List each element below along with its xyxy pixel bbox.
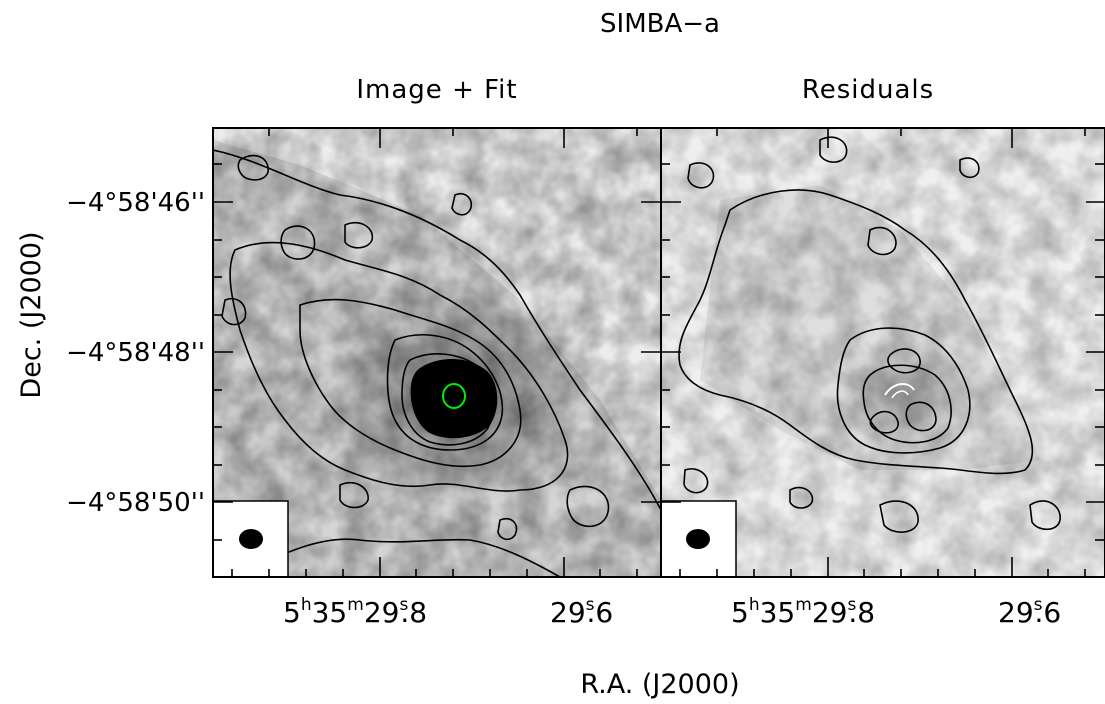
- contour-isolated-1: [687, 162, 715, 189]
- beam-inset: [212, 500, 289, 578]
- contour-isolated-8: [683, 468, 709, 494]
- contour-lines: [213, 149, 661, 577]
- contour-isolated-1: [237, 154, 269, 181]
- contour-isolated-6: [789, 486, 814, 509]
- x-axis-label: R.A. (J2000): [580, 669, 739, 700]
- contour-2: [229, 241, 569, 492]
- contour-3: [299, 298, 522, 468]
- contour-isolated-4: [1029, 500, 1061, 531]
- y-ticks: [661, 163, 1104, 541]
- panel-residuals: [660, 127, 1105, 578]
- y-ticks: [213, 163, 661, 541]
- panel-title-residuals: Residuals: [802, 75, 934, 105]
- panel-image-fit: [212, 127, 662, 578]
- contour-isolated-5: [566, 485, 610, 528]
- y-axis-label: Dec. (J2000): [16, 231, 47, 398]
- y-tick-label-50: −4°58'50'': [66, 488, 205, 518]
- contour-isolated-3: [867, 226, 897, 256]
- contour-isolated-2: [819, 136, 848, 163]
- contour-peak-b: [869, 410, 899, 434]
- contour-isolated-6: [451, 192, 473, 216]
- x-ticks: [231, 128, 638, 577]
- source-core: [410, 359, 498, 439]
- contour-isolated-7: [959, 157, 980, 179]
- panel-title-image-fit: Image + Fit: [356, 75, 517, 105]
- y-tick-label-48: −4°58'48'': [66, 338, 205, 368]
- x-tick-label-29-6-right: 29s.6: [998, 595, 1061, 629]
- x-ticks: [679, 128, 1086, 577]
- contour-outer: [213, 149, 661, 577]
- fit-ellipse: [442, 383, 466, 409]
- contour-3: [862, 364, 952, 444]
- contour-isolated-4: [339, 481, 369, 509]
- contour-isolated-8: [497, 517, 518, 541]
- contour-outer: [678, 189, 1034, 475]
- y-tick-label-46: −4°58'46'': [66, 188, 205, 218]
- residual-negative-contour-inner: [891, 390, 909, 399]
- contour-4: [386, 334, 504, 451]
- beam-inset: [660, 500, 737, 578]
- contour-isolated-2: [280, 225, 316, 260]
- figure-title: SIMBA−a: [600, 9, 720, 39]
- x-tick-label-29-8-right: 5h35m29s.8: [731, 595, 875, 629]
- contour-peak-c: [905, 401, 937, 432]
- contour-isolated-5: [879, 500, 919, 533]
- contour-2: [836, 327, 971, 454]
- emission-core: [835, 340, 975, 450]
- beam-ellipse: [239, 529, 263, 549]
- contour-peak-a: [887, 348, 921, 374]
- x-tick-label-29-8-left: 5h35m29s.8: [283, 595, 427, 629]
- contour-isolated-3: [344, 221, 374, 249]
- contour-isolated-7: [221, 298, 247, 326]
- beam-ellipse: [686, 529, 710, 549]
- residual-negative-contour: [884, 383, 915, 396]
- x-tick-label-29-6-left: 29s.6: [550, 595, 613, 629]
- contour-lines: [678, 136, 1061, 533]
